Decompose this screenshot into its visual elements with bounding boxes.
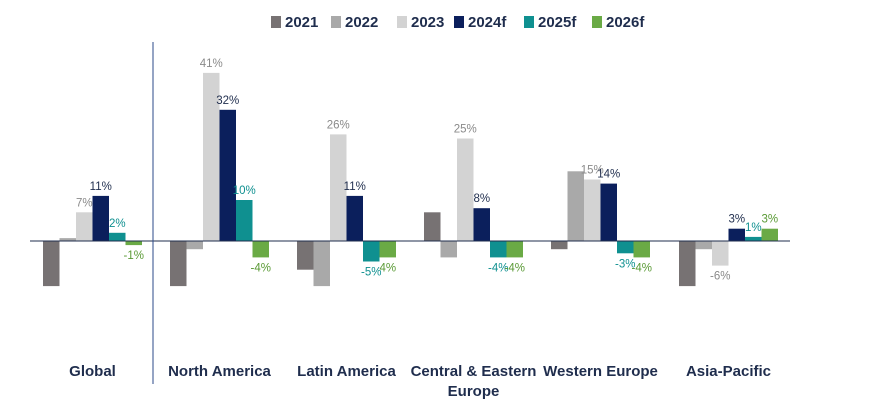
legend-label-2021: 2021 [285,14,318,31]
category-label-0-0: Global [69,363,116,380]
data-label-2024f-1: 32% [216,95,239,107]
bar-2026f-1 [252,241,269,258]
data-label-2025f-3: -4% [488,262,508,274]
bar-2021-0 [43,241,60,287]
bar-2021-5 [679,241,696,287]
category-label-3-1: Europe [448,383,500,400]
category-label-2-0: Latin America [297,363,396,380]
data-label-2026f-0: -1% [124,250,144,262]
bar-2023-3 [457,138,474,241]
category-axis-labels: Global North America Latin America Central … [69,363,771,400]
bar-2026f-2 [379,241,396,258]
bar-2025f-5 [745,236,762,241]
bar-2022-0 [59,238,76,241]
bar-2023-1 [203,72,220,242]
data-label-2026f-4: -4% [632,262,652,274]
data-label-2025f-4: -3% [615,258,635,270]
data-label-2023-3: 25% [454,124,477,136]
bar-2021-2 [297,241,314,270]
legend-swatch-2021 [271,16,281,28]
legend-swatch-2022 [331,16,341,28]
data-label-2024f-3: 8% [473,193,490,205]
bar-2025f-1 [236,200,253,241]
bar-2022-5 [695,241,712,250]
category-label-3-0: Central & Eastern [411,363,537,380]
data-label-2024f-5: 3% [728,214,745,226]
data-label-2024f-2: 11% [344,181,366,193]
bar-2026f-0 [125,241,142,246]
bar-2021-1 [170,241,187,287]
legend-label-2025f: 2025f [538,14,577,31]
bar-2021-4 [551,241,568,250]
bar-2024f-3 [473,208,490,241]
bar-2024f-2 [346,195,363,241]
data-label-2023-4: 15% [581,165,604,177]
bar-2024f-5 [728,228,745,241]
bar-2022-4 [567,171,584,241]
data-label-2025f-5: 1% [745,222,762,234]
legend-swatch-2025f [524,16,534,28]
legend-swatch-2024f [454,16,464,28]
bar-2022-2 [313,241,330,287]
bar-2022-3 [440,241,457,258]
data-label-2026f-1: -4% [251,262,271,274]
bar-2025f-4 [617,241,634,254]
legend-label-2023: 2023 [411,14,444,31]
bar-2022-1 [186,241,203,250]
bar-2024f-0 [92,195,109,241]
data-label-2026f-5: 3% [761,214,778,226]
bar-2023-2 [330,134,347,241]
data-label-2023-2: 26% [327,119,350,131]
bar-2023-5 [712,241,729,266]
data-label-2025f-1: 10% [233,185,256,197]
legend: 2021 2022 2023 2024f 2025f 2026f [271,14,645,31]
category-label-4-0: Western Europe [543,363,658,380]
data-labels: 7% 11% 2% -1% 41% 32% 10% -4% 26% 11% -5%4% 25% 8% -4… [76,58,778,283]
bar-2026f-5 [761,228,778,241]
bar-2021-3 [424,212,441,241]
category-label-5-0: Asia-Pacific [686,363,771,380]
category-label-1-0: North America [168,363,271,380]
data-label-2025f-0: 2% [109,218,126,230]
legend-label-2024f: 2024f [468,14,507,31]
bar-2023-4 [584,179,601,241]
data-label-2024f-4: 14% [597,169,620,181]
data-label-2023-5: -6% [710,271,730,283]
legend-swatch-2026f [592,16,602,28]
bar-2025f-0 [109,232,126,241]
bar-2025f-2 [363,241,380,262]
legend-label-2022: 2022 [345,14,378,31]
data-label-2024f-0: 11% [90,181,112,193]
data-label-2023-1: 41% [200,58,223,70]
legend-label-2026f: 2026f [606,14,645,31]
bar-2023-0 [76,212,93,241]
data-label-2026f-2: 4% [379,262,396,274]
bar-2026f-4 [633,241,650,258]
bars [43,72,778,287]
bar-2024f-1 [219,109,236,241]
bar-2026f-3 [506,241,523,258]
data-label-2026f-3: -4% [505,262,525,274]
data-label-2023-0: 7% [76,197,93,209]
data-label-2025f-2: -5% [361,267,381,279]
legend-swatch-2023 [397,16,407,28]
bar-2025f-3 [490,241,507,258]
bar-2024f-4 [600,183,617,241]
